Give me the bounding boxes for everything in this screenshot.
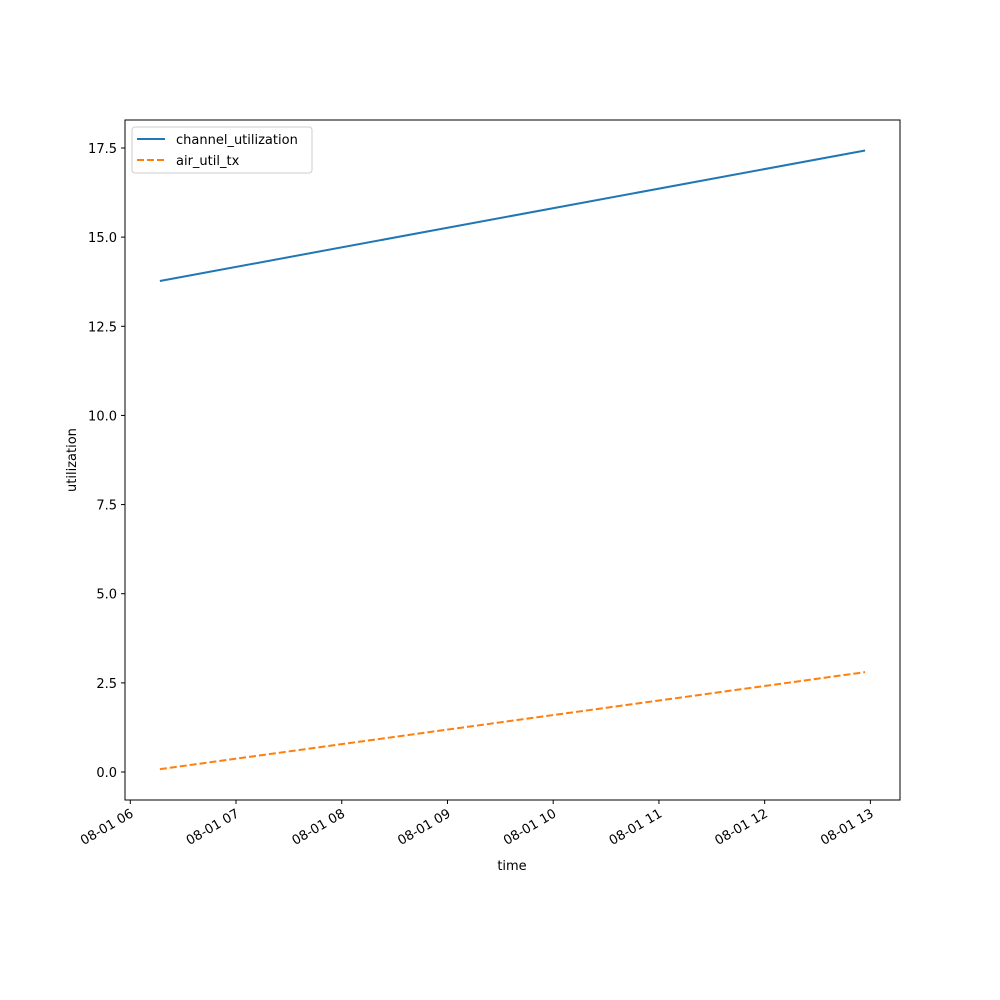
- y-tick-label: 5.0: [96, 588, 117, 603]
- plot-frame: [124, 119, 901, 801]
- y-axis-label: utilization: [65, 428, 80, 492]
- series-line: [159, 671, 866, 771]
- series-line: [159, 149, 866, 282]
- y-tick-label: 10.0: [88, 409, 117, 424]
- y-tick-label: 17.5: [88, 142, 117, 157]
- x-axis-label: time: [497, 859, 526, 874]
- legend-label: air_util_tx: [176, 154, 240, 169]
- y-tick-label: 15.0: [88, 231, 117, 246]
- y-tick-label: 7.5: [96, 499, 117, 514]
- y-tick-label: 2.5: [96, 677, 117, 692]
- y-tick-label: 0.0: [96, 766, 117, 781]
- legend-label: channel_utilization: [176, 133, 298, 148]
- y-tick-label: 12.5: [88, 320, 117, 335]
- legend-box: [131, 126, 313, 174]
